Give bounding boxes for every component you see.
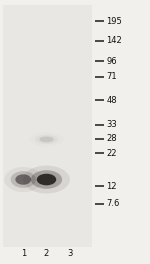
Text: 12: 12 bbox=[106, 182, 117, 191]
Ellipse shape bbox=[39, 136, 54, 142]
Text: 7.6: 7.6 bbox=[106, 199, 120, 208]
Ellipse shape bbox=[4, 167, 42, 192]
Ellipse shape bbox=[11, 171, 36, 188]
Text: 195: 195 bbox=[106, 17, 122, 26]
Text: 1: 1 bbox=[21, 249, 26, 258]
Text: 33: 33 bbox=[106, 120, 117, 129]
Bar bbox=[3, 5, 92, 247]
Ellipse shape bbox=[15, 174, 31, 185]
Ellipse shape bbox=[37, 174, 56, 185]
Text: 28: 28 bbox=[106, 134, 117, 143]
Ellipse shape bbox=[35, 135, 58, 144]
Text: 2: 2 bbox=[44, 249, 49, 258]
Text: 3: 3 bbox=[67, 249, 72, 258]
Text: 48: 48 bbox=[106, 96, 117, 105]
Text: 96: 96 bbox=[106, 57, 117, 66]
Ellipse shape bbox=[23, 166, 70, 194]
Text: 22: 22 bbox=[106, 149, 117, 158]
Text: 71: 71 bbox=[106, 72, 117, 81]
Ellipse shape bbox=[31, 170, 62, 189]
Text: 142: 142 bbox=[106, 36, 122, 45]
